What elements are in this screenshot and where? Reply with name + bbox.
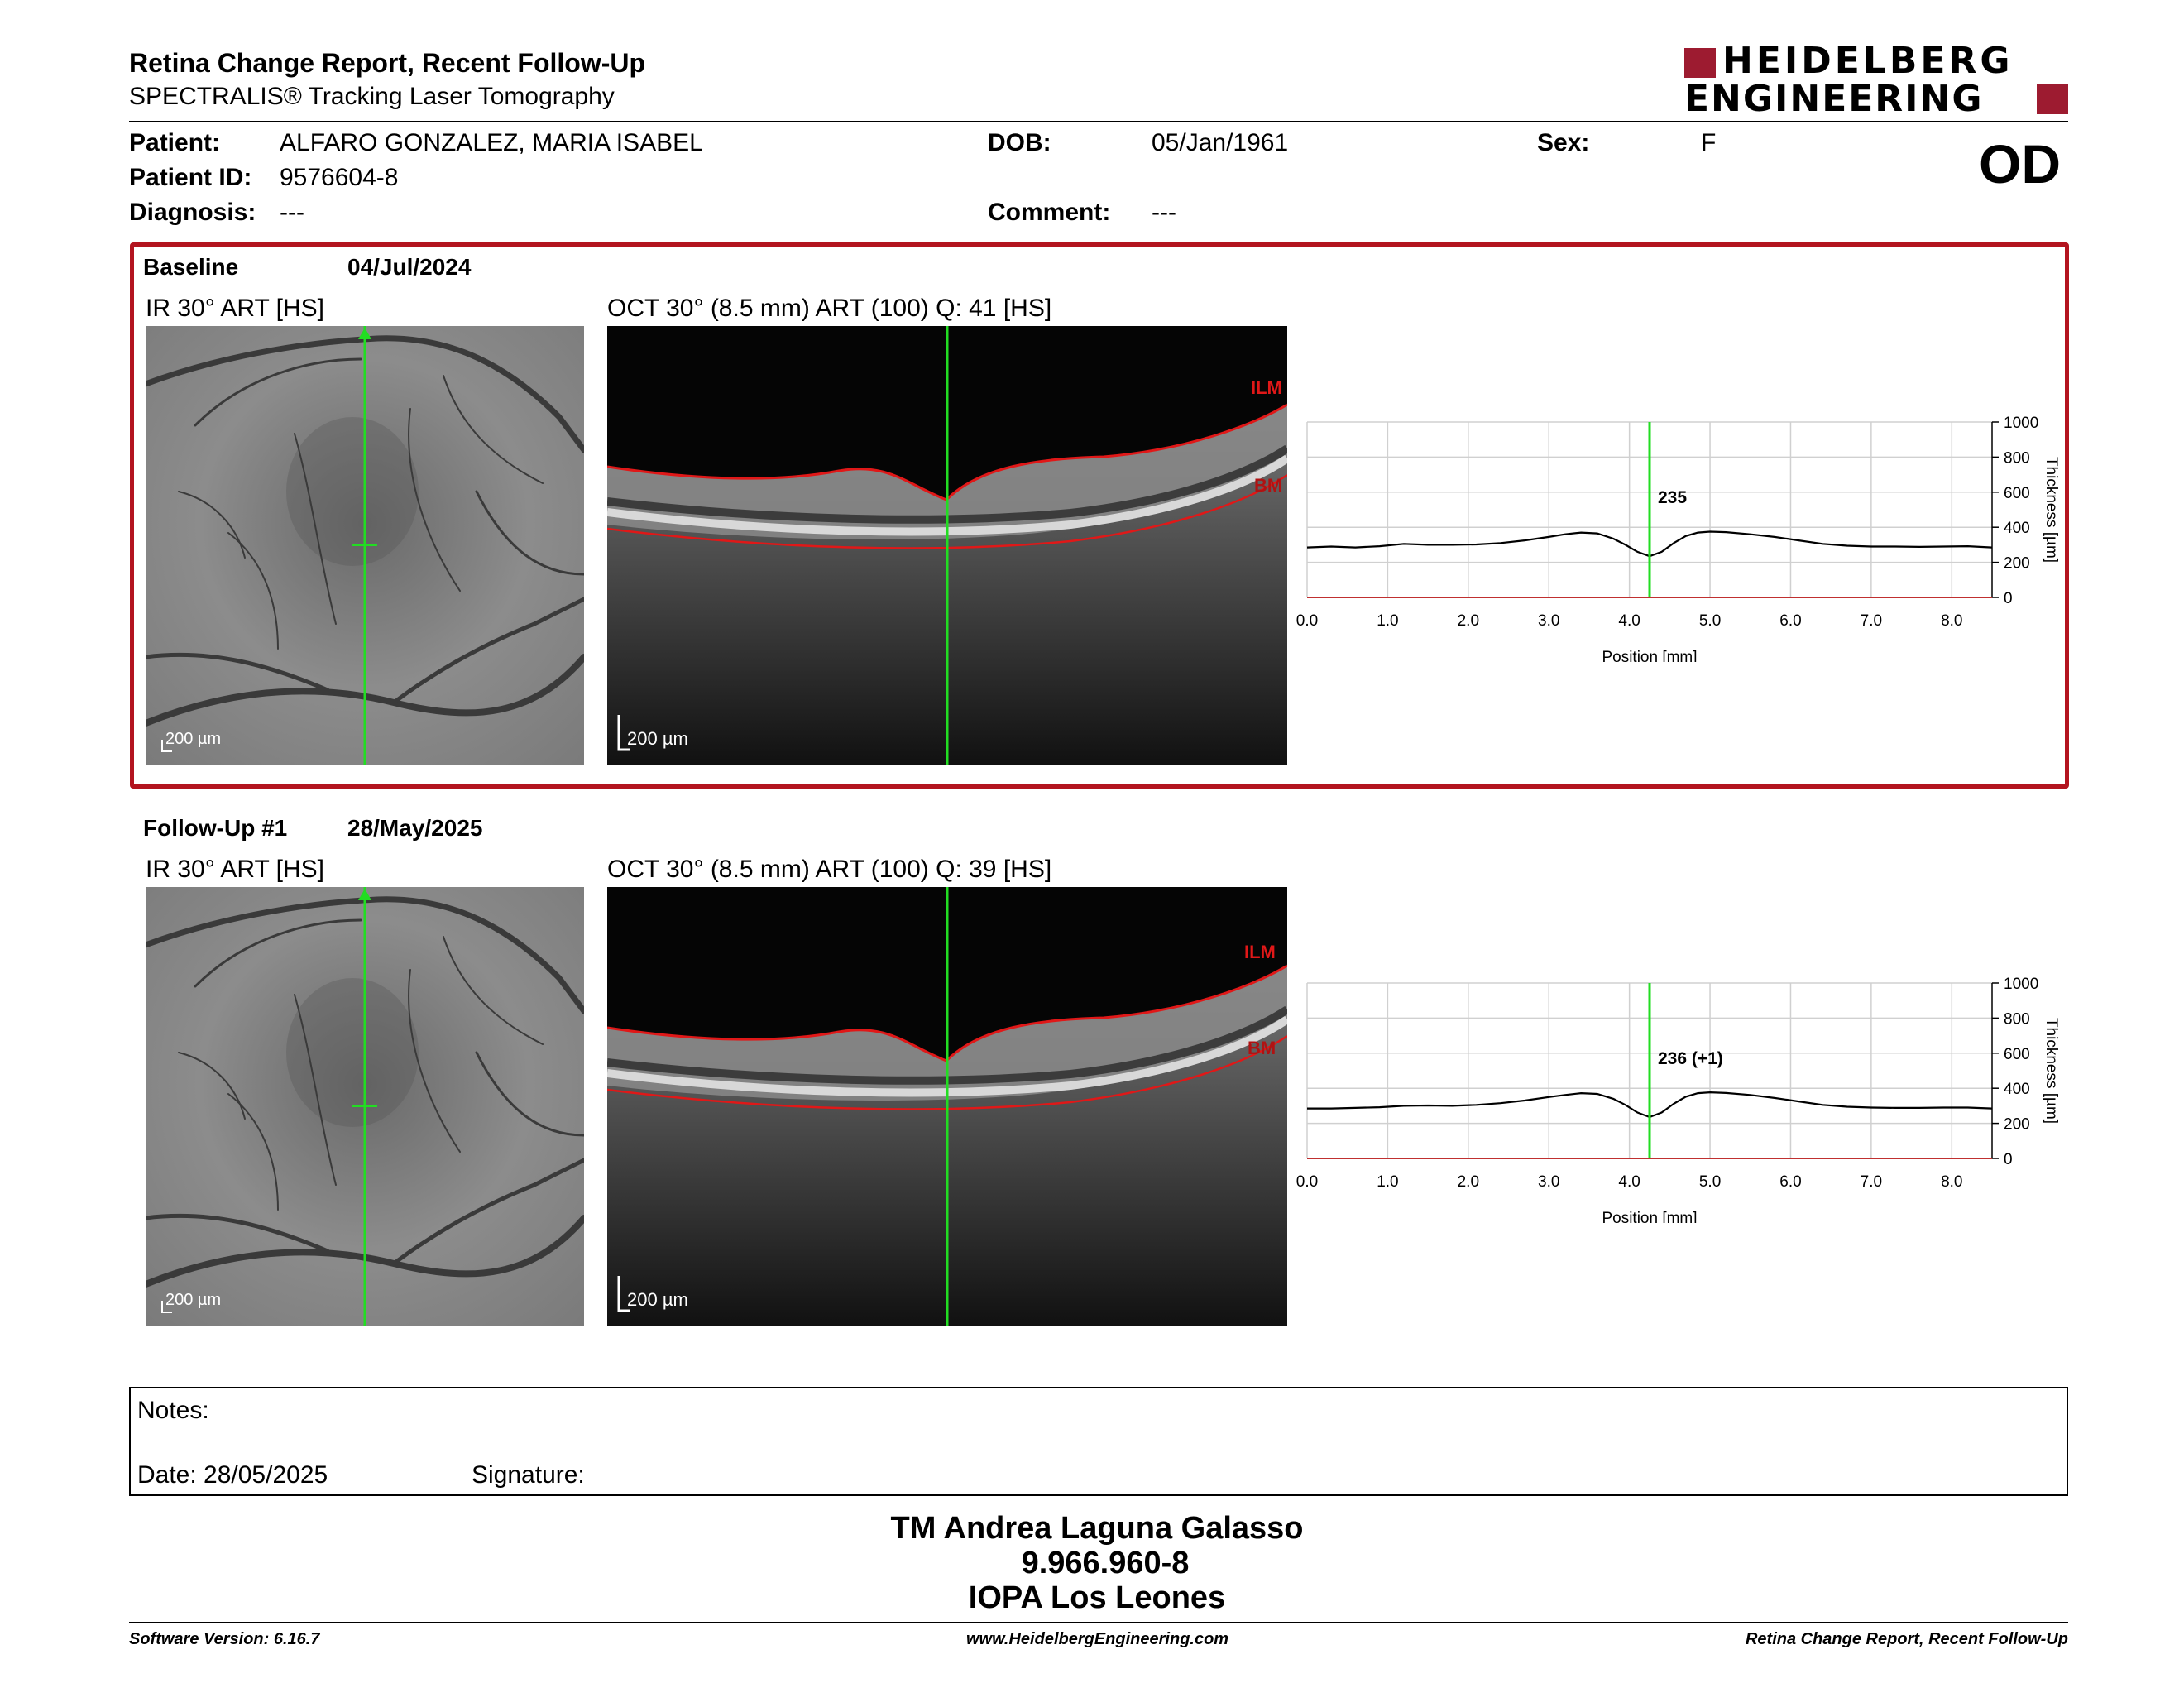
y-tick-label: 800	[2004, 449, 2030, 467]
followup-ir-fundus-image: 200 µm	[146, 887, 584, 1326]
baseline-ir-label: IR 30° ART [HS]	[146, 295, 324, 322]
followup-ir-label: IR 30° ART [HS]	[146, 856, 324, 883]
report-title: Retina Change Report, Recent Follow-Up	[129, 48, 646, 78]
baseline-oct-bscan-image: ILM BM 200 µm	[607, 326, 1287, 765]
notes-date: Date: 28/05/2025	[137, 1461, 328, 1489]
patient-label: Patient:	[129, 129, 221, 156]
followup-oct-scale: 200 µm	[627, 1289, 688, 1310]
baseline-bm-label: BM	[1254, 475, 1283, 496]
baseline-label: Baseline	[143, 254, 239, 280]
marker-value-label: 235	[1658, 488, 1687, 507]
y-tick-label: 0	[2004, 1151, 2013, 1168]
signer-id: 9.966.960-8	[1021, 1546, 1190, 1580]
x-tick-label: 1.0	[1377, 1173, 1398, 1191]
x-tick-label: 3.0	[1538, 1173, 1559, 1191]
logo-line-2: ENGINEERING	[1684, 78, 1984, 120]
y-tick-label: 0	[2004, 590, 2013, 607]
followup-ir-scale: 200 µm	[165, 1291, 222, 1309]
baseline-panel	[130, 242, 2069, 789]
x-tick-label: 6.0	[1779, 612, 1801, 630]
notes-label: Notes:	[137, 1397, 209, 1424]
followup-oct-bscan-image: ILM BM 200 µm	[607, 887, 1287, 1326]
heidelberg-logo: HEIDELBERG ENGINEERING	[1684, 41, 2068, 120]
y-tick-label: 200	[2004, 1116, 2030, 1134]
signature-label: Signature:	[472, 1461, 585, 1489]
y-tick-label: 200	[2004, 555, 2030, 573]
baseline-ilm-label: ILM	[1251, 377, 1282, 398]
x-tick-label: 8.0	[1941, 1173, 1962, 1191]
footer-website-link[interactable]: www.HeidelbergEngineering.com	[966, 1630, 1229, 1648]
diagnosis-value: ---	[280, 199, 304, 226]
followup-bm-label: BM	[1248, 1038, 1276, 1058]
signer-name: TM Andrea Laguna Galasso	[890, 1511, 1304, 1546]
x-axis-label: Position [mm]	[1602, 1210, 1697, 1223]
followup-oct-label: OCT 30° (8.5 mm) ART (100) Q: 39 [HS]	[607, 856, 1052, 883]
footer-report-name: Retina Change Report, Recent Follow-Up	[1745, 1630, 2068, 1648]
x-tick-label: 5.0	[1699, 612, 1721, 630]
x-tick-label: 4.0	[1618, 612, 1640, 630]
y-axis-label: Thickness [µm]	[2043, 457, 2060, 563]
baseline-oct-scale: 200 µm	[627, 728, 688, 749]
followup-ilm-label: ILM	[1244, 942, 1276, 962]
baseline-date: 04/Jul/2024	[347, 254, 472, 280]
y-axis-label: Thickness [µm]	[2043, 1018, 2060, 1124]
x-tick-label: 6.0	[1779, 1173, 1801, 1191]
followup-label: Follow-Up #1	[143, 815, 288, 841]
x-tick-label: 5.0	[1699, 1173, 1721, 1191]
logo-line-1: HEIDELBERG	[1722, 40, 2014, 82]
x-tick-label: 7.0	[1861, 612, 1882, 630]
x-tick-label: 2.0	[1458, 612, 1479, 630]
x-tick-label: 8.0	[1941, 612, 1962, 630]
followup-date: 28/May/2025	[347, 815, 483, 841]
baseline-ir-scale: 200 µm	[165, 730, 222, 748]
x-tick-label: 4.0	[1618, 1173, 1640, 1191]
x-axis-label: Position [mm]	[1602, 649, 1697, 662]
dob-value: 05/Jan/1961	[1152, 129, 1289, 156]
y-tick-label: 1000	[2004, 415, 2038, 432]
report-subtitle: SPECTRALIS® Tracking Laser Tomography	[129, 83, 615, 110]
dob-label: DOB:	[988, 129, 1051, 156]
marker-value-label: 236 (+1)	[1658, 1049, 1723, 1068]
baseline-thickness-chart: 0 200 400 600 800 1000 0.0 1.0 2.0 3.0 4.0 5.0 6.0 7.…	[1296, 415, 2060, 662]
x-tick-label: 1.0	[1377, 612, 1398, 630]
x-tick-label: 7.0	[1861, 1173, 1882, 1191]
x-tick-label: 2.0	[1458, 1173, 1479, 1191]
comment-value: ---	[1152, 199, 1176, 226]
y-tick-label: 400	[2004, 1081, 2030, 1098]
sex-label: Sex:	[1537, 129, 1590, 156]
y-tick-label: 600	[2004, 485, 2030, 502]
x-tick-label: 3.0	[1538, 612, 1559, 630]
x-tick-label: 0.0	[1296, 1173, 1318, 1191]
diagnosis-label: Diagnosis:	[129, 199, 256, 226]
footer-software-version: Software Version: 6.16.7	[129, 1630, 320, 1648]
eye-label: OD	[1979, 133, 2061, 194]
sex-value: F	[1701, 129, 1717, 156]
y-tick-label: 1000	[2004, 976, 2038, 993]
y-tick-label: 400	[2004, 520, 2030, 537]
x-tick-label: 0.0	[1296, 612, 1318, 630]
patient-name: ALFARO GONZALEZ, MARIA ISABEL	[280, 129, 703, 156]
notes-box[interactable]: Notes: Date: 28/05/2025 Signature:	[129, 1387, 2068, 1496]
patient-id-value: 9576604-8	[280, 164, 399, 191]
baseline-ir-fundus-image: 200 µm	[146, 326, 584, 765]
y-tick-label: 800	[2004, 1010, 2030, 1028]
comment-label: Comment:	[988, 199, 1111, 226]
followup-thickness-chart: 0 200 400 600 800 1000 0.0 1.0 2.0 3.0 4.0 5.0 6.0 7.…	[1296, 976, 2060, 1223]
signer-org: IOPA Los Leones	[968, 1580, 1226, 1615]
y-tick-label: 600	[2004, 1046, 2030, 1063]
baseline-oct-label: OCT 30° (8.5 mm) ART (100) Q: 41 [HS]	[607, 295, 1052, 322]
patient-id-label: Patient ID:	[129, 164, 252, 191]
